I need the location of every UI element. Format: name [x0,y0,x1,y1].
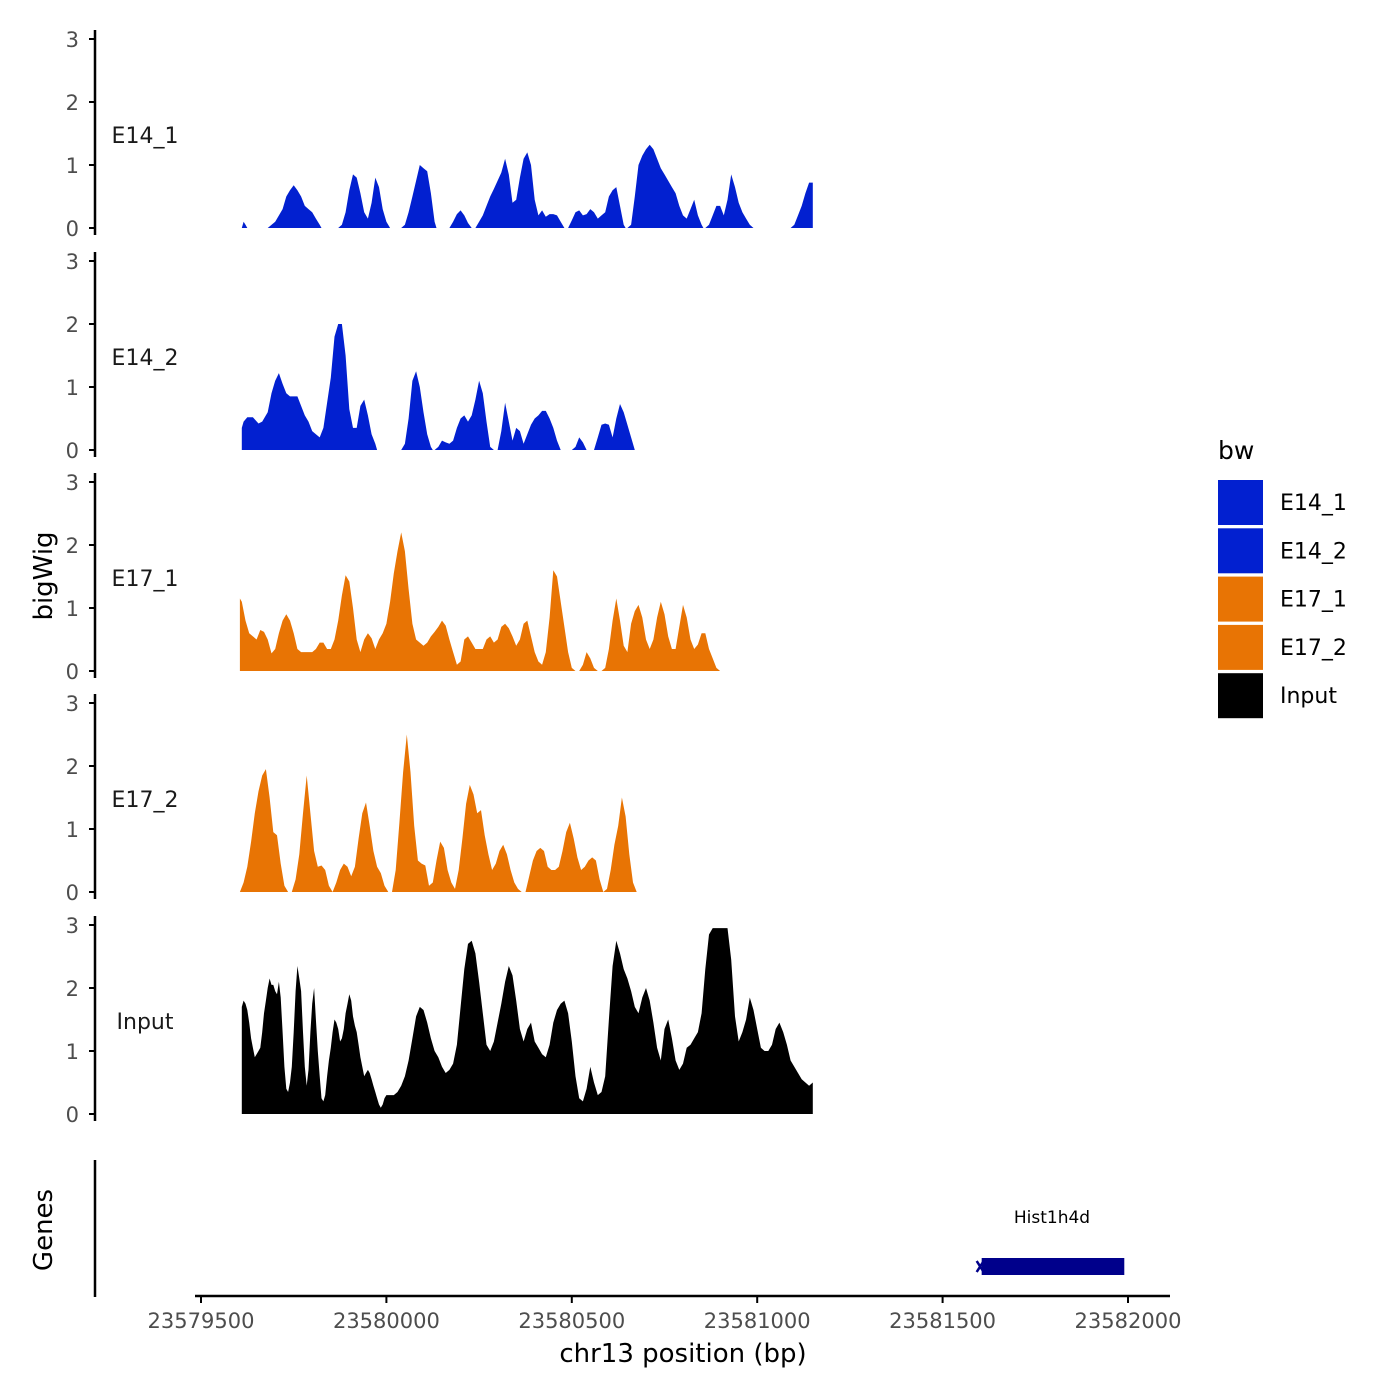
gene-strand-marker [975,1260,985,1273]
legend-entry-Input: Input [1218,673,1337,719]
legend-swatch [1218,673,1263,719]
gene-label: Hist1h4d [1014,1208,1090,1228]
legend-entry-E17_2: E17_2 [1218,624,1347,670]
legend-entry-E17_1: E17_1 [1218,576,1347,622]
y-tick-label: 2 [66,313,79,337]
track-area [241,324,813,450]
y-tick-label: 1 [66,154,79,178]
legend-label: E17_2 [1280,636,1347,661]
track-label: E17_1 [112,567,179,592]
y-tick-label: 2 [66,755,79,779]
y-tick-label: 0 [66,217,79,241]
y-axis-title: bigWig [29,531,59,620]
track-E14_1: 0 1 2 3 E14_1 [66,28,813,241]
legend-label: Input [1280,684,1337,709]
genes-panel: Hist1h4d [93,1160,1125,1297]
y-tick-label: 0 [66,1103,79,1127]
y-tick-label: 1 [66,376,79,400]
legend-swatch [1218,480,1263,525]
y-tick-label: 0 [66,881,79,905]
legend-swatch [1218,528,1263,574]
track-Input: 0 1 2 3 Input [66,914,813,1127]
track-E14_2: 0 1 2 3 E14_2 [66,250,813,463]
y-tick-label: 1 [66,597,79,621]
y-tick-label: 3 [66,914,79,938]
x-tick-label: 23580000 [333,1309,440,1333]
y-tick-label: 1 [66,818,79,842]
x-axis-title: chr13 position (bp) [559,1339,806,1369]
x-axis: 23579500 23580000 23580500 23581000 23581500… [148,1294,1182,1333]
track-label: Input [117,1010,174,1035]
legend-label: E17_1 [1280,588,1347,613]
legend-label: E14_1 [1280,491,1347,516]
legend: bw E14_1 E14_2 E17_1 E17_2 Input [1218,436,1347,719]
legend-swatch [1218,576,1263,622]
y-tick-label: 1 [66,1040,79,1064]
y-tick-label: 3 [66,28,79,52]
legend-label: E14_2 [1280,539,1347,564]
x-tick-label: 23581500 [889,1309,996,1333]
x-tick-label: 23579500 [148,1309,255,1333]
track-label: E17_2 [112,788,179,813]
y-tick-label: 2 [66,534,79,558]
genes-panel-title: Genes [29,1189,59,1271]
y-tick-label: 2 [66,977,79,1001]
y-tick-label: 0 [66,660,79,684]
gene-Hist1h4d: Hist1h4d [975,1208,1125,1275]
track-label: E14_1 [112,124,179,149]
legend-swatch [1218,624,1263,670]
track-area [239,532,813,671]
x-tick-label: 23582000 [1075,1309,1182,1333]
y-tick-label: 3 [66,250,79,274]
gene-body [981,1258,1125,1275]
track-E17_1: 0 1 2 3 E17_1 [66,471,813,684]
legend-entry-E14_2: E14_2 [1218,528,1347,574]
y-tick-label: 0 [66,439,79,463]
track-area [241,928,813,1114]
track-label: E14_2 [112,346,179,371]
legend-title: bw [1218,436,1254,465]
x-tick-label: 23581000 [704,1309,811,1333]
y-tick-label: 3 [66,471,79,495]
track-area [241,144,813,228]
y-tick-label: 3 [66,692,79,716]
track-E17_2: 0 1 2 3 E17_2 [66,692,811,905]
y-tick-label: 2 [66,91,79,115]
x-tick-label: 23580500 [518,1309,625,1333]
tracks-layer: 0 1 2 3 E14_1 0 1 2 3 E14_2 0 1 2 3 E17_1 0 1 2 3 E17_2 0 1 2 3… [66,28,813,1127]
track-area [239,734,811,892]
legend-entry-E14_1: E14_1 [1218,480,1347,525]
